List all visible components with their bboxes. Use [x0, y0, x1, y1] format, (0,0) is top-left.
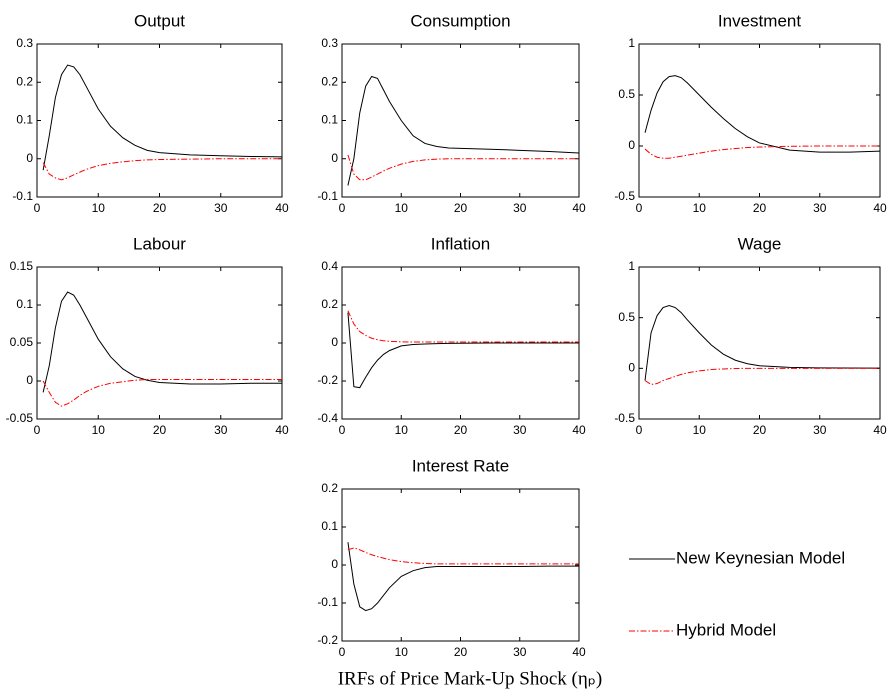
x-tick-label: 0	[34, 201, 41, 215]
panel-title: Output	[134, 11, 185, 30]
x-tick-label: 10	[693, 201, 707, 215]
x-tick-label: 20	[454, 423, 468, 437]
series-line	[347, 310, 579, 343]
panel-title: Labour	[133, 234, 186, 253]
y-tick-label: -0.2	[317, 633, 338, 647]
x-tick-label: 20	[753, 423, 767, 437]
y-tick-label: 0	[331, 335, 338, 349]
y-tick-label: 0	[26, 373, 33, 387]
x-tick-label: 0	[636, 423, 643, 437]
y-tick-label: 0.3	[16, 36, 33, 50]
y-tick-label: 0.2	[321, 297, 338, 311]
y-tick-label: 0.2	[321, 481, 338, 495]
x-tick-label: 40	[275, 201, 289, 215]
y-tick-label: -0.1	[317, 595, 338, 609]
x-tick-label: 0	[339, 645, 346, 659]
series-line	[644, 304, 881, 381]
y-tick-label: 0.5	[618, 310, 635, 324]
x-tick-label: 20	[753, 201, 767, 215]
y-tick-label: -0.5	[614, 411, 635, 425]
x-tick-label: 30	[214, 423, 228, 437]
plot-area	[36, 266, 283, 420]
series-line	[644, 75, 881, 153]
y-tick-label: 0.1	[321, 113, 338, 127]
y-tick-label: 0.5	[618, 87, 635, 101]
plot-area	[638, 266, 881, 420]
y-tick-label: 1	[628, 259, 635, 273]
y-tick-label: 0.15	[10, 259, 34, 273]
x-tick-label: 0	[339, 423, 346, 437]
y-tick-label: 0	[331, 151, 338, 165]
plot-area	[341, 43, 580, 198]
y-tick-label: 0.4	[321, 259, 338, 273]
x-tick-label: 10	[395, 423, 409, 437]
plot-area	[36, 43, 283, 198]
series-line	[644, 145, 880, 159]
x-tick-label: 20	[454, 645, 468, 659]
caption: IRFs of Price Mark-Up Shock (ηₚ)	[338, 668, 603, 689]
x-tick-label: 30	[214, 201, 228, 215]
x-tick-label: 10	[92, 201, 106, 215]
y-tick-label: 0	[331, 557, 338, 571]
series-line	[347, 542, 579, 612]
x-tick-label: 0	[339, 201, 346, 215]
y-tick-label: -0.2	[317, 373, 338, 387]
x-tick-label: 10	[395, 645, 409, 659]
x-tick-label: 0	[34, 423, 41, 437]
y-tick-label: 0.1	[16, 297, 33, 311]
x-tick-label: 30	[813, 423, 827, 437]
y-tick-label: -0.5	[614, 189, 635, 203]
y-tick-label: -0.1	[12, 189, 33, 203]
x-tick-label: 40	[572, 201, 586, 215]
x-tick-label: 20	[454, 201, 468, 215]
panel-title: Consumption	[410, 11, 510, 30]
panel-title: Wage	[738, 234, 782, 253]
series-line	[644, 367, 880, 386]
y-tick-label: 0.1	[321, 519, 338, 533]
y-tick-label: 0.3	[321, 36, 338, 50]
x-tick-label: 10	[92, 423, 106, 437]
series-line	[347, 547, 579, 565]
x-tick-label: 40	[873, 423, 887, 437]
x-tick-label: 30	[513, 201, 527, 215]
y-tick-label: 0.2	[16, 74, 33, 88]
x-tick-label: 40	[275, 423, 289, 437]
x-tick-label: 10	[395, 201, 409, 215]
x-tick-label: 0	[636, 201, 643, 215]
panel-title: Investment	[718, 11, 801, 30]
x-tick-label: 30	[513, 423, 527, 437]
series-line	[347, 312, 579, 389]
legend-label: New Keynesian Model	[676, 548, 845, 567]
legend-label: Hybrid Model	[676, 620, 776, 639]
x-tick-label: 20	[153, 423, 167, 437]
series-line	[42, 291, 282, 393]
x-tick-label: 30	[813, 201, 827, 215]
series-line	[347, 75, 580, 186]
y-tick-label: 0	[26, 151, 33, 165]
y-tick-label: -0.05	[6, 411, 34, 425]
panel-title: Interest Rate	[412, 456, 509, 475]
x-tick-label: 40	[572, 423, 586, 437]
y-tick-label: 0	[628, 138, 635, 152]
x-tick-label: 20	[153, 201, 167, 215]
y-tick-label: 0.2	[321, 74, 338, 88]
x-tick-label: 30	[513, 645, 527, 659]
x-tick-label: 40	[873, 201, 887, 215]
x-tick-label: 40	[572, 645, 586, 659]
y-tick-label: 0.1	[16, 113, 33, 127]
y-tick-label: 1	[628, 36, 635, 50]
plot-area	[341, 488, 580, 642]
series-line	[42, 158, 282, 181]
x-tick-label: 10	[693, 423, 707, 437]
panel-title: Inflation	[431, 234, 491, 253]
y-tick-label: -0.4	[317, 411, 338, 425]
y-tick-label: 0	[628, 361, 635, 375]
series-line	[42, 64, 283, 171]
y-tick-label: -0.1	[317, 189, 338, 203]
y-tick-label: 0.05	[10, 335, 34, 349]
plot-area	[638, 43, 881, 198]
